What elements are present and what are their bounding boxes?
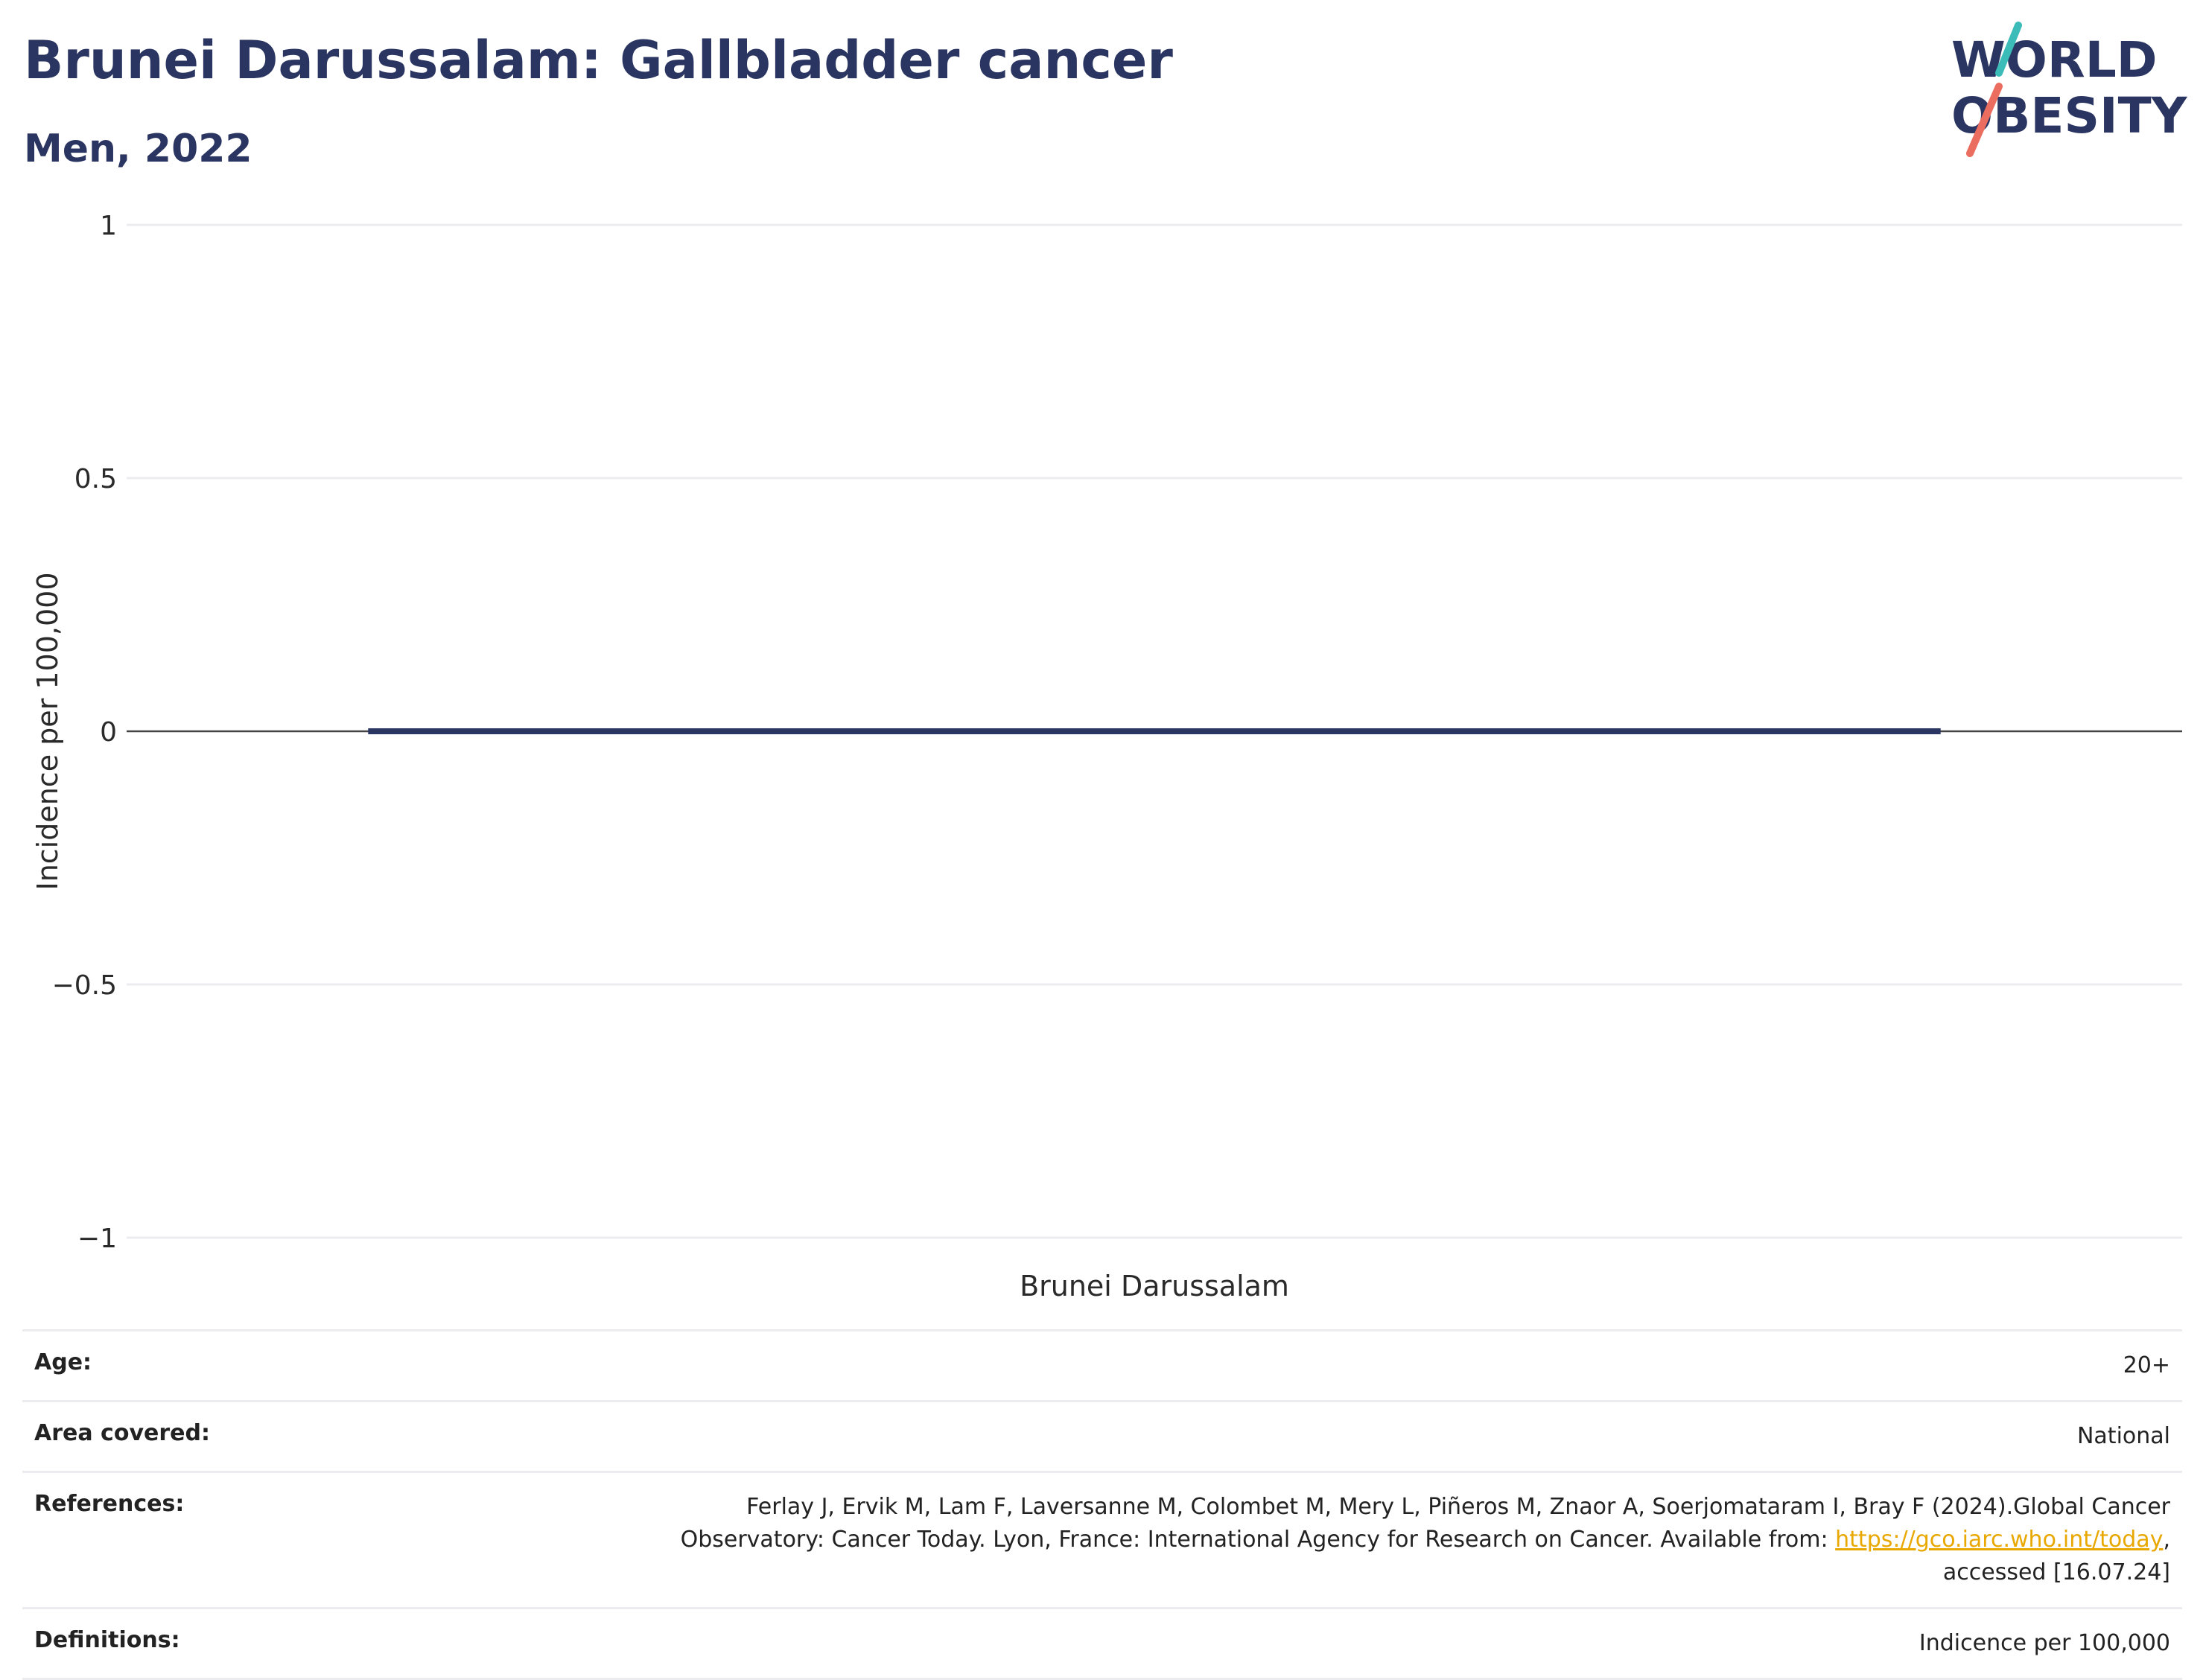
reference-line-2-end: , <box>2163 1527 2170 1553</box>
chart-subtitle: Men, 2022 <box>24 127 252 171</box>
area-value: National <box>2076 1423 2170 1449</box>
reference-line-1: Ferlay J, Ervik M, Lam F, Laversanne M, … <box>746 1494 2170 1520</box>
world-obesity-logo: WORLD OBESITY <box>1951 22 2188 157</box>
age-label: Age: <box>34 1349 92 1375</box>
x-axis-ticks: Brunei Darussalam <box>1020 1270 1289 1302</box>
definitions-label: Definitions: <box>34 1627 180 1653</box>
age-value: 20+ <box>2123 1352 2170 1378</box>
meta-row-age: Age: 20+ <box>22 1330 2182 1401</box>
y-tick-label: −1 <box>77 1224 117 1254</box>
y-tick-label: −0.5 <box>52 970 117 1001</box>
y-axis-title: Incidence per 100,000 <box>31 572 64 890</box>
reference-link[interactable]: https://gco.iarc.who.int/today <box>1835 1527 2164 1553</box>
reference-line-2: Observatory: Cancer Today. Lyon, France:… <box>680 1527 1836 1553</box>
area-label: Area covered: <box>34 1420 210 1446</box>
y-tick-label: 0 <box>100 717 117 748</box>
y-tick-label: 0.5 <box>74 464 117 494</box>
definitions-value: Indicence per 100,000 <box>1919 1630 2170 1656</box>
meta-row-area: Area covered: National <box>22 1401 2182 1472</box>
bar-chart: 1 0.5 0 −0.5 −1 Brunei Darussalam Incidence … <box>31 211 2182 1302</box>
reference-line-3: accessed [16.07.24] <box>1942 1559 2170 1585</box>
logo-slash-top <box>1995 22 2022 77</box>
bar <box>368 728 1941 734</box>
references-label: References: <box>34 1491 185 1517</box>
metadata-table: Age: 20+ Area covered: National Referenc… <box>22 1329 2182 1680</box>
meta-row-definitions: Definitions: Indicence per 100,000 <box>22 1608 2182 1679</box>
chart-title: Brunei Darussalam: Gallbladder cancer <box>24 30 1173 91</box>
y-axis-ticks: 1 0.5 0 −0.5 −1 <box>52 211 117 1254</box>
bars <box>368 728 1941 734</box>
x-tick-label: Brunei Darussalam <box>1020 1270 1289 1302</box>
meta-row-references: References: Ferlay J, Ervik M, Lam F, La… <box>22 1471 2182 1609</box>
y-tick-label: 1 <box>100 211 117 241</box>
logo-slash-bottom <box>1966 83 2003 157</box>
logo-text-world: WORLD <box>1951 31 2158 89</box>
references-value: Ferlay J, Ervik M, Lam F, Laversanne M, … <box>419 1472 2182 1609</box>
